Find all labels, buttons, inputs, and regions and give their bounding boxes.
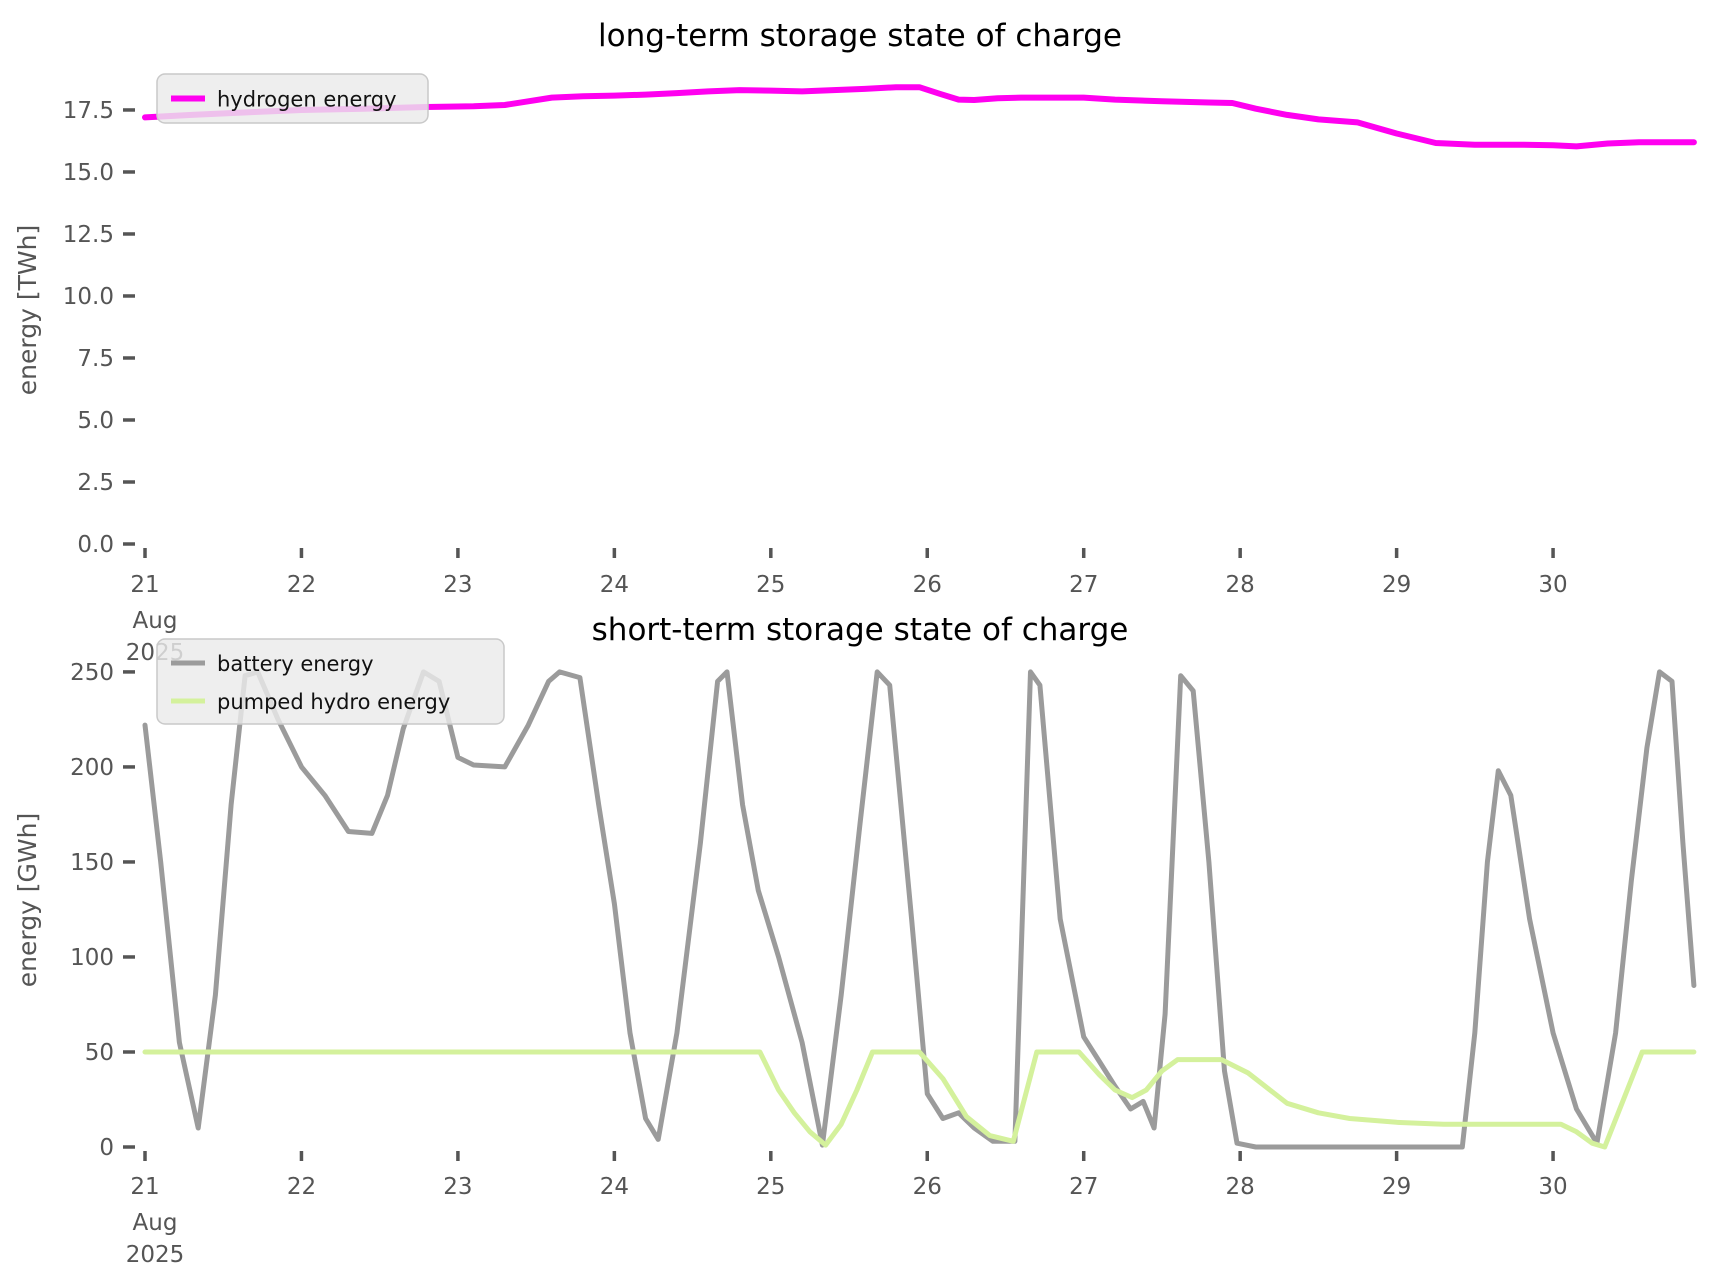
x-tick-label: 25 <box>756 572 785 598</box>
legend-box <box>156 638 505 725</box>
bottom-chart: 0 50 100 150 200 250 21 Aug 2025 22 23 24 25 26 27 28 29… <box>70 638 1697 1268</box>
bottom-chart-title: short-term storage state of charge <box>592 612 1129 648</box>
y-tick-label: 10.0 <box>63 284 114 310</box>
x-tick-label: 24 <box>600 572 629 598</box>
x-tick-label: 28 <box>1226 1174 1255 1200</box>
y-tick-label: 0.0 <box>77 532 114 558</box>
y-tick-label: 250 <box>70 660 114 686</box>
x-tick-label: 22 <box>287 572 316 598</box>
x-tick-label: 22 <box>287 1174 316 1200</box>
legend-label: pumped hydro energy <box>217 690 450 714</box>
x-tick-label: 27 <box>1069 572 1098 598</box>
x-tick-label: 28 <box>1226 572 1255 598</box>
y-tick-label: 7.5 <box>77 346 114 372</box>
hydrogen-energy-line <box>142 84 1697 150</box>
y-tick-label: 17.5 <box>63 98 114 124</box>
legend-label: hydrogen energy <box>217 88 397 112</box>
x-tick-label: 23 <box>443 572 472 598</box>
x-tick-label: 26 <box>913 1174 942 1200</box>
x-tick-label: 30 <box>1538 572 1567 598</box>
x-tick-label: 25 <box>756 1174 785 1200</box>
x-tick-label: 21 <box>130 1174 159 1200</box>
x-tick-label: 26 <box>913 572 942 598</box>
x-tick-label: 29 <box>1382 572 1411 598</box>
bottom-chart-ylabel: energy [GWh] <box>13 813 42 988</box>
y-tick-label: 5.0 <box>77 408 114 434</box>
y-tick-label: 2.5 <box>77 470 114 496</box>
y-tick-label: 200 <box>70 755 114 781</box>
y-tick-label: 12.5 <box>63 222 114 248</box>
pumped-hydro-energy-line <box>142 1049 1697 1150</box>
x-tick-sublabel: Aug <box>133 608 178 634</box>
y-tick-label: 150 <box>70 850 114 876</box>
x-tick-label: 27 <box>1069 1174 1098 1200</box>
x-tick-label: 23 <box>443 1174 472 1200</box>
x-tick-label: 30 <box>1538 1174 1567 1200</box>
battery-energy-line <box>142 669 1697 1150</box>
y-tick-label: 0 <box>99 1135 114 1161</box>
x-tick-sublabel: 2025 <box>126 1242 185 1268</box>
top-chart-ylabel: energy [TWh] <box>13 225 42 395</box>
x-tick-label: 21 <box>130 572 159 598</box>
y-tick-label: 50 <box>85 1040 114 1066</box>
top-chart-title: long-term storage state of charge <box>598 18 1122 54</box>
legend-box <box>156 73 429 124</box>
legend-label: battery energy <box>217 652 374 676</box>
x-tick-label: 24 <box>600 1174 629 1200</box>
y-tick-label: 100 <box>70 945 114 971</box>
x-tick-sublabel: Aug <box>133 1210 178 1236</box>
y-tick-label: 15.0 <box>63 160 114 186</box>
x-tick-label: 29 <box>1382 1174 1411 1200</box>
